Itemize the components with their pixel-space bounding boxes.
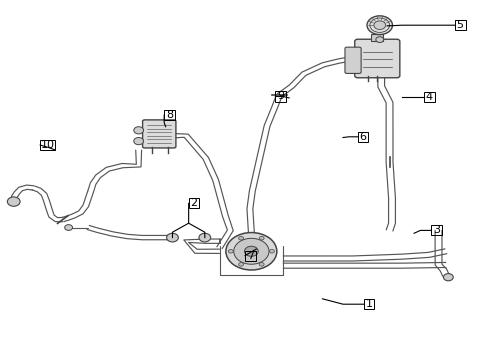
Bar — [455, 20, 466, 30]
Text: 4: 4 — [426, 92, 433, 102]
Circle shape — [239, 237, 244, 240]
FancyBboxPatch shape — [355, 39, 400, 78]
Text: 8: 8 — [166, 110, 173, 120]
Circle shape — [228, 249, 233, 253]
Circle shape — [259, 237, 264, 240]
Bar — [364, 299, 374, 309]
Circle shape — [374, 21, 386, 30]
Text: 9: 9 — [277, 91, 284, 102]
Circle shape — [259, 262, 264, 266]
Text: 10: 10 — [41, 140, 54, 150]
Text: 3: 3 — [433, 225, 440, 235]
Circle shape — [226, 233, 277, 270]
FancyBboxPatch shape — [143, 120, 176, 148]
Bar — [275, 91, 286, 102]
Bar — [371, 34, 383, 41]
Text: 7: 7 — [247, 251, 254, 261]
Bar — [164, 110, 175, 120]
Circle shape — [167, 233, 178, 242]
Circle shape — [270, 249, 274, 253]
Bar — [189, 198, 199, 208]
Circle shape — [65, 225, 73, 230]
Circle shape — [245, 246, 258, 256]
Bar — [245, 251, 256, 261]
Text: 5: 5 — [457, 20, 464, 30]
Circle shape — [239, 262, 244, 266]
Text: 6: 6 — [360, 132, 367, 142]
Circle shape — [134, 127, 144, 134]
Text: 1: 1 — [366, 299, 372, 309]
Bar — [358, 132, 368, 142]
Circle shape — [134, 138, 144, 145]
Circle shape — [199, 233, 211, 242]
Circle shape — [234, 238, 269, 264]
FancyBboxPatch shape — [345, 47, 361, 73]
Bar — [40, 140, 55, 150]
Circle shape — [443, 274, 453, 281]
Bar — [424, 92, 435, 102]
Bar — [431, 225, 442, 235]
Circle shape — [367, 16, 392, 35]
Text: 2: 2 — [191, 198, 197, 208]
Circle shape — [7, 197, 20, 206]
Circle shape — [376, 37, 384, 42]
